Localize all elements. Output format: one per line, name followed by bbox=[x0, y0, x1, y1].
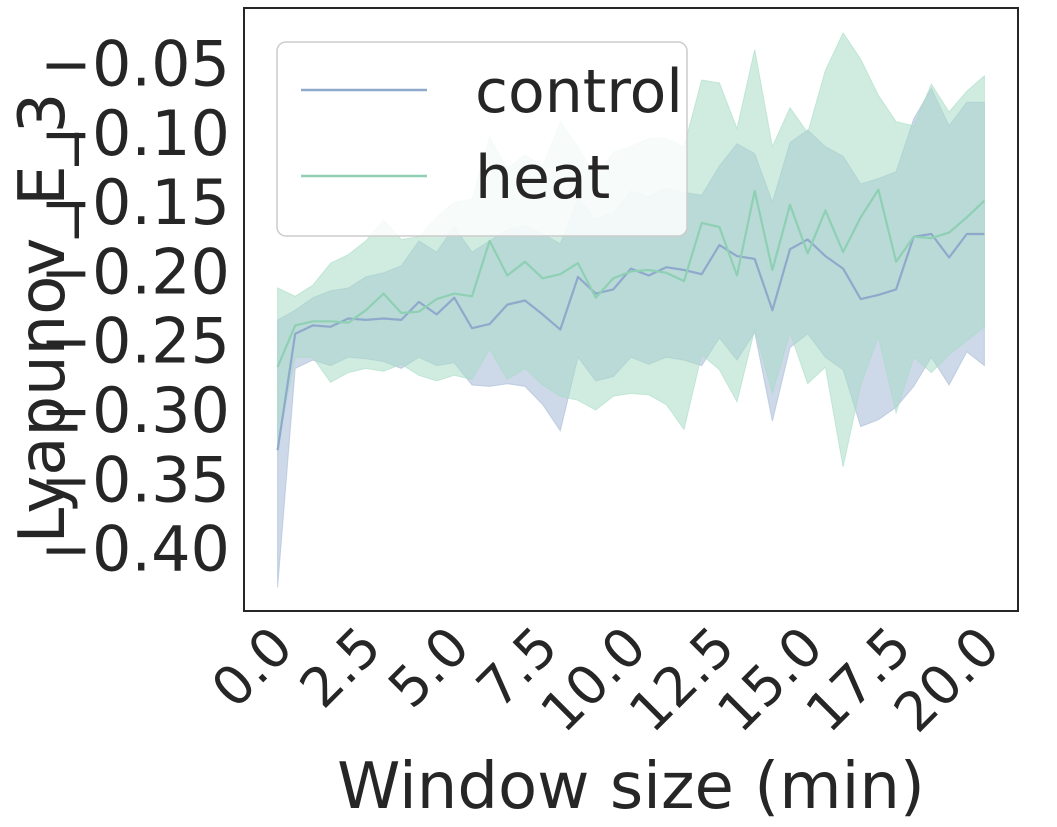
x-tick-label: 5.0 bbox=[376, 615, 481, 720]
series-lines bbox=[276, 188, 986, 451]
y-axis-label: Lyapunov_E_3 bbox=[6, 93, 80, 544]
y-tick-label: −0.15 bbox=[40, 166, 230, 239]
line-heat bbox=[276, 188, 986, 368]
line-control bbox=[276, 232, 985, 451]
y-axis-ticks: −0.40−0.35−0.30−0.25−0.20−0.15−0.10−0.05 bbox=[40, 27, 230, 585]
y-tick-label: −0.20 bbox=[40, 235, 230, 308]
x-tick-label: 20.0 bbox=[882, 615, 1012, 745]
y-tick-label: −0.05 bbox=[40, 27, 230, 100]
y-tick-label: −0.10 bbox=[40, 97, 230, 170]
y-tick-label: −0.25 bbox=[40, 305, 230, 378]
x-axis-ticks: 0.02.55.07.510.012.515.017.520.0 bbox=[200, 615, 1012, 745]
y-tick-label: −0.30 bbox=[40, 374, 230, 447]
y-tick-label: −0.35 bbox=[40, 443, 230, 516]
x-axis-label: Window size (min) bbox=[337, 750, 925, 824]
legend-label-control: control bbox=[475, 57, 683, 127]
x-tick-label: 2.5 bbox=[288, 615, 393, 720]
legend-label-heat: heat bbox=[475, 143, 610, 213]
x-tick-label: 0.0 bbox=[200, 615, 305, 720]
y-tick-label: −0.40 bbox=[40, 513, 230, 586]
plot-area-frame bbox=[243, 7, 1019, 612]
legend: control heat bbox=[276, 41, 688, 237]
